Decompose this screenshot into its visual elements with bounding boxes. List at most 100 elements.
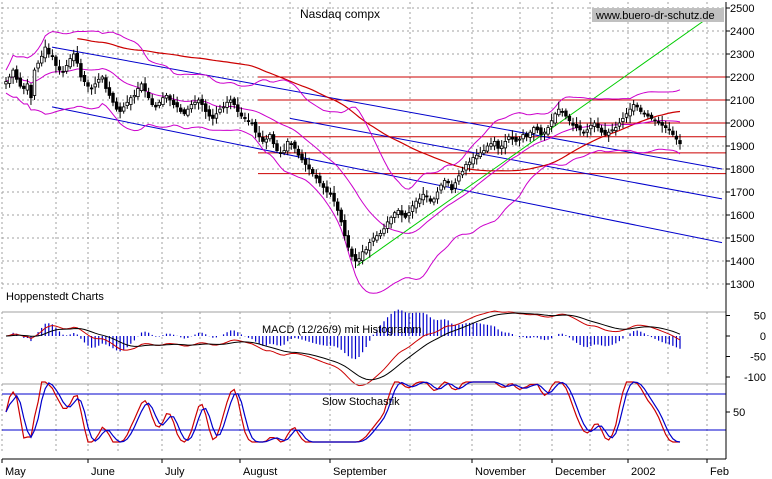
candle-body (628, 108, 632, 117)
macd-tick-label: 0 (760, 331, 766, 343)
candle-body (392, 212, 397, 218)
candle-body (656, 121, 661, 124)
candle-body (43, 46, 47, 59)
candle-body (492, 140, 497, 147)
candle-body (435, 191, 440, 200)
candle-body (367, 242, 372, 251)
candle-body (293, 141, 297, 149)
candle-body (635, 104, 639, 108)
candle-body (646, 113, 650, 117)
candle-body (157, 101, 161, 107)
candle-body (610, 129, 614, 132)
stochastic-d-line (5, 381, 681, 443)
candle-body (375, 235, 379, 241)
candle-body (482, 150, 486, 154)
candle-body (318, 175, 322, 184)
candle-body (72, 53, 76, 62)
candle-body (29, 85, 33, 99)
candle-body (232, 98, 236, 105)
candle-body (639, 107, 643, 112)
candle-body (125, 101, 129, 107)
candle-body (339, 209, 343, 223)
candle-body (275, 143, 279, 151)
candle-body (178, 107, 183, 112)
candle-body (68, 58, 72, 68)
candle-body (100, 76, 104, 80)
trend-channel-upper (51, 46, 723, 170)
candle-body (567, 115, 572, 122)
candle-body (674, 135, 679, 140)
candle-body (164, 95, 169, 99)
candle-body (289, 143, 293, 146)
candle-body (253, 121, 258, 133)
candle-body (146, 92, 151, 99)
candle-body (446, 180, 450, 184)
candle-body (528, 131, 532, 138)
candle-body (129, 97, 133, 105)
candle-body (22, 85, 26, 89)
candle-body (507, 136, 511, 140)
candle-body (228, 99, 233, 103)
macd-title: MACD (12/26/9) mit Histogramm (262, 324, 422, 336)
candle-body (621, 118, 625, 123)
trend-channel-middle (289, 117, 723, 200)
candle-body (61, 70, 65, 73)
candle-body (535, 126, 540, 131)
candle-body (478, 152, 482, 157)
candle-body (343, 219, 347, 237)
candle-body (54, 56, 58, 66)
candle-body (364, 249, 368, 254)
candle-body (335, 201, 340, 211)
candle-body (182, 109, 186, 115)
candle-body (385, 221, 390, 229)
candle-body (389, 216, 393, 225)
stochastic-title: Slow Stochastik (322, 396, 400, 408)
bollinger-upper (5, 30, 681, 190)
candlestick-series (4, 39, 682, 269)
candle-body (271, 134, 276, 145)
candle-body (457, 175, 461, 182)
candle-body (154, 104, 158, 108)
candle-body (496, 140, 500, 149)
time-tick-label: September (333, 466, 387, 478)
candle-body (378, 232, 383, 237)
candle-body (89, 87, 94, 90)
stochastic-tick-label: 50 (733, 407, 745, 419)
candle-body (200, 98, 204, 106)
candle-body (14, 69, 19, 80)
grid-lines (1, 2, 726, 452)
time-tick-label: 2002 (631, 466, 655, 478)
candle-body (564, 110, 568, 117)
candle-body (97, 78, 101, 83)
candle-body (532, 127, 536, 134)
candle-body (585, 129, 589, 133)
price-tick-label: 2100 (730, 95, 754, 107)
candle-body (624, 113, 629, 118)
hoppenstedt-label: Hoppenstedt Charts (6, 291, 104, 303)
candle-body (186, 108, 190, 116)
candle-body (346, 235, 350, 248)
candle-body (471, 157, 475, 165)
candle-body (464, 163, 468, 171)
candle-body (417, 198, 422, 204)
candle-body (150, 98, 154, 105)
candle-body (571, 122, 575, 126)
candle-body (403, 212, 408, 218)
candle-body (678, 140, 682, 145)
candle-body (414, 200, 418, 209)
time-tick-label: Feb (710, 466, 729, 478)
candle-body (168, 95, 172, 101)
candle-body (592, 122, 597, 127)
time-tick-label: May (5, 466, 26, 478)
macd-tick-label: -100 (744, 372, 766, 384)
price-tick-label: 2000 (730, 118, 754, 130)
candle-body (139, 83, 144, 92)
candle-body (111, 92, 115, 103)
candle-body (514, 136, 518, 142)
candle-body (93, 83, 97, 88)
price-tick-label: 2500 (730, 3, 754, 15)
moving-average-line (77, 38, 681, 172)
candle-body (303, 158, 308, 165)
candle-body (400, 210, 404, 216)
candle-body (86, 82, 90, 87)
